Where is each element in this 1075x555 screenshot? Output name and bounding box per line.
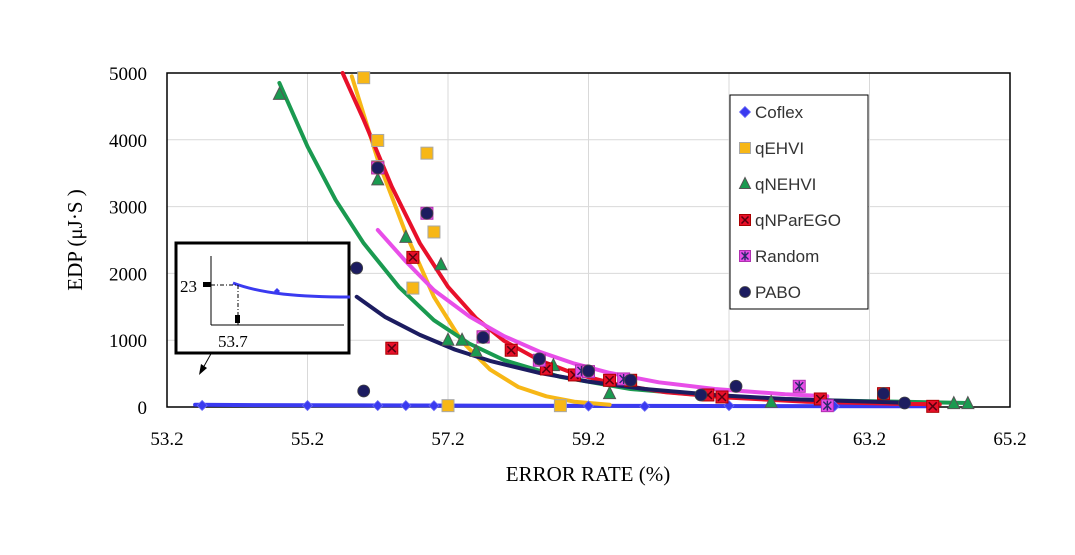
data-point-qehvi [406,281,420,295]
data-point-qnparego [385,341,399,355]
data-point-qnehvi [764,394,778,408]
y-tick-label: 3000 [109,198,147,219]
inset-x-value: 53.7 [218,332,248,351]
tick-labels: 53.2 55.2 57.2 59.2 61.2 63.2 65.2 0 1000 2000 300… [109,64,1027,450]
data-point-pabo [532,352,546,366]
data-point-pabo [877,387,890,401]
data-point-qehvi [553,399,567,413]
data-point-qehvi [371,133,385,147]
inset-y-marker [203,282,211,287]
legend-label-qnparego: qNParEGO [755,211,841,230]
data-point-qehvi [441,399,455,413]
data-point-random [792,379,806,393]
y-tick-label: 1000 [109,331,147,352]
data-point-coflex [400,400,412,412]
legend-marker-qehvi [739,142,751,154]
data-point-coflex [639,400,651,412]
legend-label-qnehvi: qNEHVI [755,175,816,194]
trend-line-coflex [193,402,928,409]
grid-lines [167,73,1010,407]
inset-coflex-point [274,288,280,294]
data-point-qnehvi [441,332,455,346]
legend-box [729,94,869,310]
data-point-pabo [350,261,364,275]
data-point-qnparego [406,250,420,264]
legend-label-random: Random [755,247,819,266]
x-tick-label: 55.2 [291,429,324,450]
data-point-coflex [372,400,384,412]
data-point-qnehvi [961,395,975,410]
data-points [196,71,975,413]
data-point-qnehvi [272,86,287,100]
data-point-qnparego [813,392,827,406]
y-tick-label: 2000 [109,264,147,285]
legend-label-qehvi: qEHVI [755,139,804,158]
data-point-coflex [582,400,595,412]
data-point-pabo [624,373,638,387]
legend-marker-random [739,250,751,262]
legend-marker-pabo [739,286,751,298]
inset-pointer-line [202,351,213,369]
data-point-qnehvi [399,229,413,243]
data-point-pabo [420,206,434,220]
legend-marker-coflex [738,105,752,119]
x-tick-label: 65.2 [993,429,1026,450]
data-point-qehvi [357,71,371,85]
data-point-coflex [428,400,440,412]
x-tick-label: 59.2 [572,429,605,450]
data-point-pabo [476,331,490,344]
inset-y-value: 23 [180,277,197,296]
data-point-qnehvi [602,385,617,400]
inset-zoom: 23 53.7 [174,241,351,375]
data-point-qehvi [420,146,434,160]
legend-label-pabo: PABO [755,283,801,302]
data-point-pabo [729,379,743,393]
y-tick-label: 4000 [109,131,147,152]
data-point-pabo [357,384,371,398]
data-point-coflex [301,399,314,412]
inset-coflex-curve [232,281,351,299]
inset-pointer-arrow [199,364,207,375]
data-point-pabo [371,161,385,175]
data-point-pabo [898,396,912,410]
trend-line-pabo [354,294,907,405]
data-point-coflex [196,399,208,412]
data-point-pabo [582,364,595,378]
x-tick-label: 61.2 [712,429,745,450]
data-point-qnparego [715,390,729,404]
data-point-pabo [694,388,708,402]
data-point-random [820,399,834,413]
y-axis-title: EDP (μJ·S ) [63,189,87,290]
trend-line-random [375,228,830,399]
x-axis-title: ERROR RATE (%) [506,462,671,486]
data-point-qehvi [427,225,441,239]
data-point-qnehvi [469,343,483,358]
x-tick-label: 57.2 [431,429,464,450]
data-point-qnparego [603,373,617,387]
x-tick-label: 53.2 [150,429,183,450]
data-point-qnehvi [434,256,448,271]
data-point-qnehvi [455,332,469,346]
data-point-qnparego [926,399,940,413]
legend: Coflex qEHVI qNEHVI qNParEGO Random PABO [729,94,869,310]
data-point-qnehvi [370,171,385,186]
inset-x-marker [235,315,240,323]
x-tick-label: 63.2 [853,429,886,450]
y-tick-label: 5000 [109,64,147,85]
legend-label-coflex: Coflex [755,103,804,122]
data-point-qnehvi [946,395,961,410]
legend-marker-qnehvi [738,176,752,189]
legend-marker-qnparego [739,214,751,226]
y-tick-label: 0 [138,398,148,419]
data-point-qnparego [504,343,518,357]
